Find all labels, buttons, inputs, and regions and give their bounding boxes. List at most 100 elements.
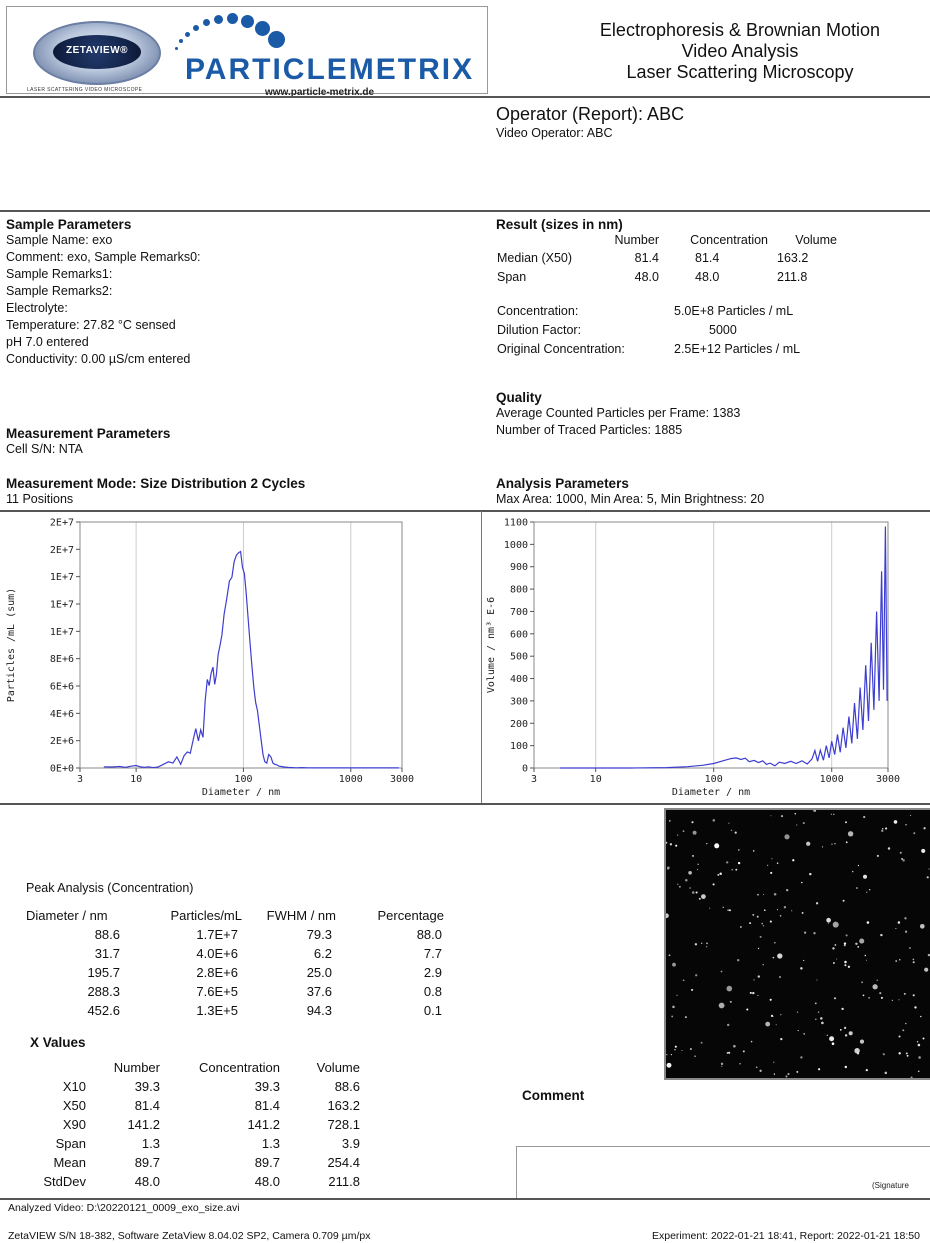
particle-dot bbox=[868, 996, 871, 999]
particle-dot bbox=[679, 885, 681, 888]
particle-dot bbox=[780, 1037, 783, 1041]
particle-dot bbox=[884, 1071, 888, 1075]
particle-dot bbox=[845, 841, 848, 844]
particle-dot bbox=[719, 872, 722, 876]
particle-dot bbox=[665, 841, 668, 844]
particle-dot bbox=[866, 959, 868, 961]
y-axis-label: Particles /mL (sum) bbox=[6, 588, 17, 702]
x-values-cell: 89.7 bbox=[254, 1155, 280, 1170]
particle-dot bbox=[910, 814, 912, 817]
particle-dot bbox=[730, 829, 733, 832]
measurement-mode: Measurement Mode: Size Distribution 2 Cy… bbox=[6, 476, 305, 508]
result-cell: 81.4 bbox=[634, 251, 659, 265]
peak-cell: 37.6 bbox=[306, 984, 332, 999]
divider bbox=[0, 210, 930, 212]
particle-dot bbox=[752, 991, 755, 995]
x-tick-label: 10 bbox=[590, 774, 602, 785]
particle-dot bbox=[726, 1023, 730, 1027]
particle-dot bbox=[844, 1034, 848, 1037]
particle-dot bbox=[866, 921, 870, 924]
particle-dot bbox=[794, 812, 797, 815]
particle-dot bbox=[669, 843, 673, 846]
analysis-parameters-values: Max Area: 1000, Min Area: 5, Min Brightn… bbox=[496, 492, 765, 506]
particle-dot bbox=[834, 842, 836, 845]
particle-dot bbox=[919, 1015, 922, 1018]
y-tick-label: 500 bbox=[510, 652, 528, 663]
particle-dot bbox=[769, 920, 772, 923]
particle-dot bbox=[845, 821, 847, 824]
plot-frame bbox=[79, 521, 403, 769]
particle-dot bbox=[770, 1014, 774, 1017]
particle-dot bbox=[694, 943, 698, 946]
particle-dot bbox=[814, 1002, 817, 1005]
peak-header: Percentage bbox=[377, 908, 445, 923]
concentration-chart-panel: 0E+0 2E+6 4E+6 6E+6 8E+6 1E+7 1E+7 1E+7 2E+7 2E+7… bbox=[0, 512, 480, 802]
result-table: Number Concentration Volume Median (X50)… bbox=[496, 232, 838, 287]
particle-dot bbox=[670, 1054, 672, 1056]
particle-dot bbox=[865, 891, 868, 894]
particle-dot bbox=[851, 870, 854, 873]
sample-parameters-title: Sample Parameters bbox=[6, 217, 132, 232]
x-values-cell: 141.2 bbox=[127, 1117, 160, 1132]
particle-dot bbox=[844, 964, 847, 967]
particle-dot bbox=[712, 819, 716, 822]
x-values-cell: 728.1 bbox=[327, 1117, 360, 1132]
particle-dot bbox=[792, 859, 795, 862]
particle-dot bbox=[831, 1042, 835, 1045]
particle-dot bbox=[899, 851, 902, 854]
particle-dot bbox=[885, 827, 888, 830]
particle-dot bbox=[726, 985, 733, 992]
table-row: 31.7 4.0E+6 6.2 7.7 bbox=[26, 944, 444, 963]
particle-dot bbox=[827, 922, 829, 924]
y-tick-label: 200 bbox=[510, 719, 528, 730]
average-counted-particles: Average Counted Particles per Frame: 138… bbox=[496, 406, 741, 420]
particle-dot bbox=[928, 868, 930, 870]
x-tick-label: 10 bbox=[130, 774, 142, 785]
x-values-header: Number bbox=[113, 1060, 160, 1075]
particle-dot bbox=[806, 841, 811, 846]
x-values-cell: 81.4 bbox=[254, 1098, 280, 1113]
signature-label: (Signature bbox=[872, 1181, 909, 1190]
x-values-cell: 141.2 bbox=[247, 1117, 280, 1132]
x-tick-label: 1000 bbox=[820, 774, 844, 785]
peak-cell: 452.6 bbox=[87, 1003, 120, 1018]
particle-dot bbox=[876, 854, 879, 857]
particle-dot bbox=[797, 1030, 799, 1032]
particle-dot bbox=[843, 1026, 847, 1030]
peak-cell: 0.8 bbox=[423, 984, 442, 999]
sample-conductivity: Conductivity: 0.00 µS/cm entered bbox=[6, 352, 191, 366]
particle-dot bbox=[833, 813, 835, 816]
particle-dot bbox=[728, 1051, 731, 1054]
positions: 11 Positions bbox=[6, 492, 74, 506]
divider bbox=[0, 803, 930, 805]
particle-dot bbox=[847, 831, 854, 837]
particle-dot bbox=[691, 821, 694, 824]
original-concentration-value: 2.5E+12 Particles / mL bbox=[674, 342, 801, 356]
x-values-cell: 1.3 bbox=[141, 1136, 160, 1151]
x-tick-label: 1000 bbox=[339, 774, 363, 785]
particle-dot bbox=[672, 962, 676, 967]
particle-dot bbox=[927, 953, 930, 957]
particle-dot bbox=[855, 942, 858, 946]
particle-dot bbox=[762, 925, 765, 927]
table-row: StdDev 48.0 48.0 211.8 bbox=[4, 1172, 360, 1191]
table-row: Mean 89.7 89.7 254.4 bbox=[4, 1153, 360, 1172]
particle-dot bbox=[664, 913, 669, 919]
particle-dot bbox=[671, 1015, 674, 1018]
particle-dot bbox=[813, 932, 816, 935]
particle-dot bbox=[864, 954, 867, 957]
particle-dot bbox=[821, 846, 824, 848]
y-tick-label: 1E+7 bbox=[50, 627, 74, 638]
particle-dot bbox=[903, 992, 906, 995]
particle-dot bbox=[821, 1021, 824, 1025]
x-tick-label: 3 bbox=[531, 774, 537, 785]
particle-dot bbox=[787, 1072, 790, 1076]
particle-dot bbox=[905, 1022, 907, 1025]
particle-dot bbox=[839, 1029, 842, 1031]
particle-dot bbox=[776, 862, 779, 864]
peak-cell: 25.0 bbox=[306, 965, 332, 980]
particle-dot bbox=[739, 1063, 741, 1065]
particle-dot bbox=[842, 899, 845, 902]
y-tick-label: 1E+7 bbox=[50, 572, 74, 583]
particle-dot bbox=[669, 820, 671, 822]
